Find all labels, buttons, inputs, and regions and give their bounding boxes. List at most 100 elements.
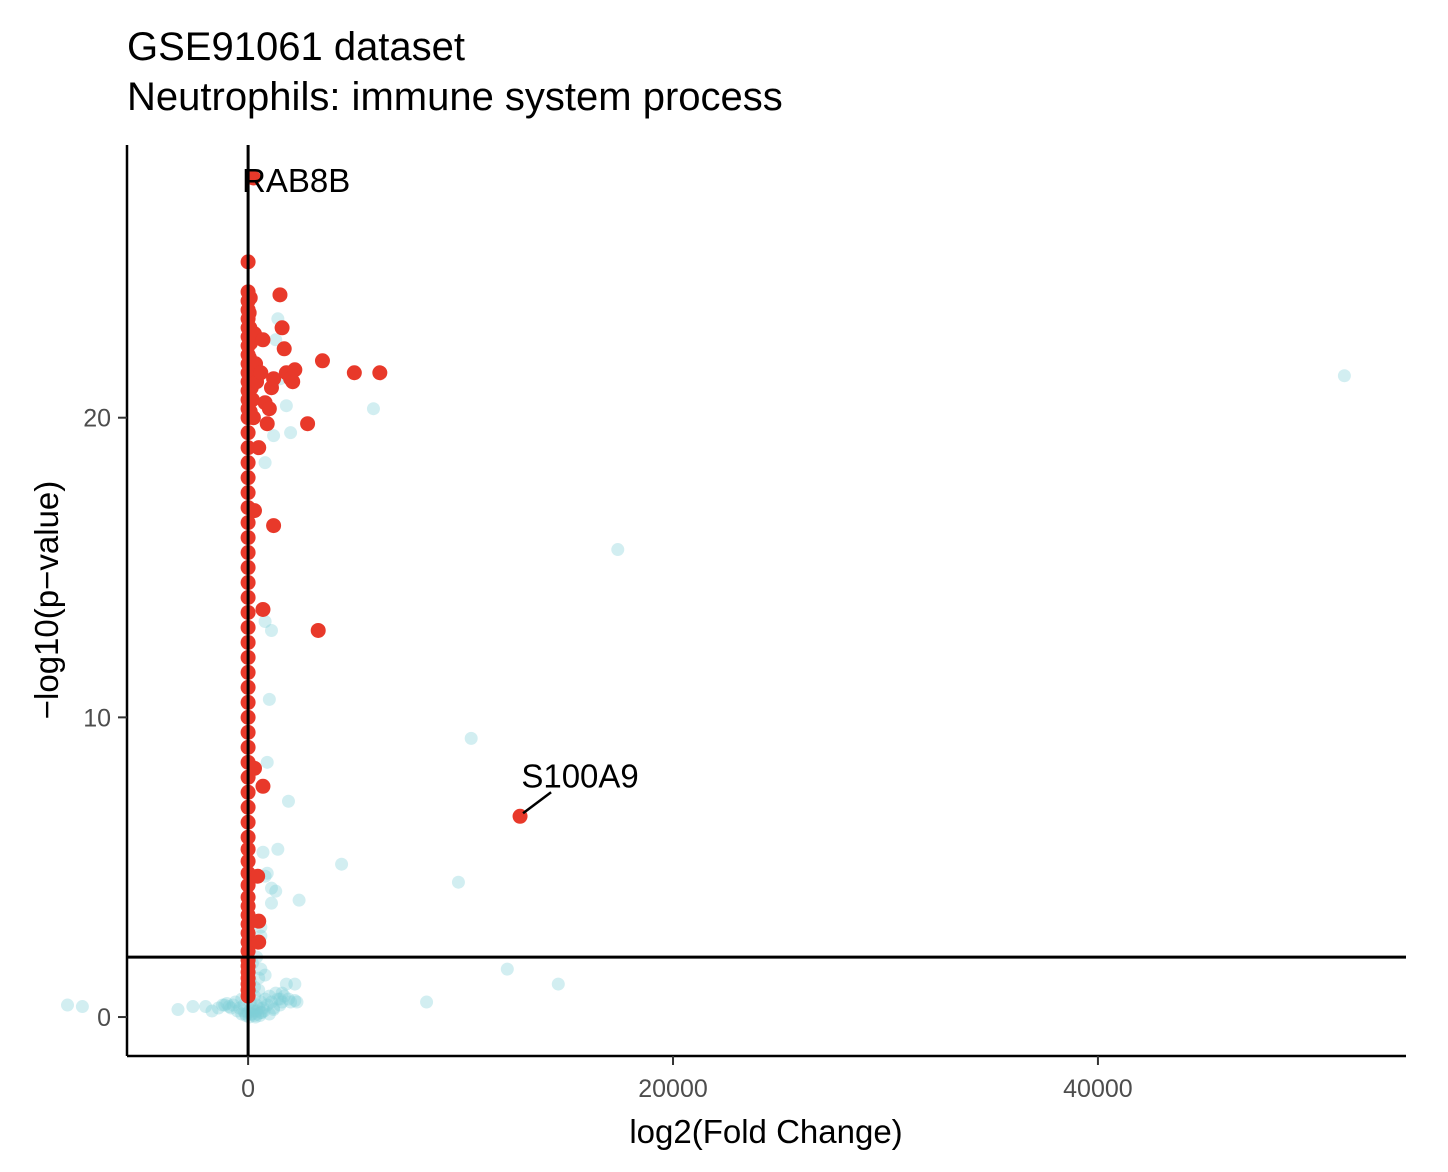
non-significant-point: [267, 1003, 281, 1017]
non-significant-point: [171, 1003, 185, 1017]
x-tick-label: 0: [241, 1075, 255, 1103]
significant-point: [245, 410, 261, 426]
significant-point: [272, 287, 288, 303]
non-significant-point: [254, 962, 268, 976]
non-significant-point: [335, 857, 349, 871]
significant-point: [300, 416, 316, 432]
non-significant-point: [262, 692, 276, 706]
non-significant-point: [284, 426, 298, 440]
gene-label-s100a9: S100A9: [521, 757, 638, 794]
non-significant-point: [264, 995, 278, 1009]
significant-point: [250, 868, 266, 884]
non-significant-point: [284, 995, 298, 1009]
x-axis-title: log2(Fold Change): [629, 1113, 902, 1150]
non-significant-point: [222, 1000, 236, 1014]
non-significant-point: [254, 1006, 268, 1020]
non-significant-point: [264, 896, 278, 910]
y-tick-label: 10: [83, 704, 111, 732]
non-significant-point: [264, 623, 278, 637]
non-significant-point: [288, 994, 302, 1008]
non-significant-point: [260, 998, 274, 1012]
non-significant-point: [252, 1001, 266, 1015]
non-significant-point: [269, 333, 283, 347]
significant-point: [251, 913, 267, 929]
significant-point: [310, 622, 326, 638]
y-tick-label: 20: [83, 405, 111, 433]
non-significant-points: [61, 312, 1351, 1024]
significant-point: [372, 365, 388, 381]
non-significant-point: [211, 1001, 225, 1015]
chart-title-block: GSE91061 dataset Neutrophils: immune sys…: [127, 22, 783, 122]
significant-point: [245, 170, 261, 186]
non-significant-point: [218, 998, 232, 1012]
non-significant-point: [230, 1004, 244, 1018]
significant-point: [255, 778, 271, 794]
non-significant-point: [205, 1004, 219, 1018]
non-significant-point: [220, 997, 234, 1011]
non-significant-point: [199, 1000, 213, 1014]
non-significant-point: [250, 998, 264, 1012]
non-significant-point: [271, 992, 285, 1006]
non-significant-point: [267, 1001, 281, 1015]
non-significant-point: [250, 1004, 264, 1018]
non-significant-point: [258, 968, 272, 982]
non-significant-point: [75, 1000, 89, 1014]
non-significant-point: [186, 1000, 200, 1014]
non-significant-point: [216, 998, 230, 1012]
non-significant-point: [281, 992, 295, 1006]
significant-point: [285, 374, 301, 390]
non-significant-point: [262, 989, 276, 1003]
non-significant-point: [269, 986, 283, 1000]
non-significant-point: [420, 995, 434, 1009]
non-significant-point: [500, 962, 514, 976]
non-significant-point: [256, 845, 270, 859]
significant-point: [276, 341, 292, 357]
non-significant-point: [255, 1006, 269, 1020]
non-significant-point: [611, 543, 625, 557]
non-significant-point: [281, 794, 295, 808]
gene-label-rab8b: RAB8B: [242, 162, 350, 199]
non-significant-point: [258, 614, 272, 628]
significant-point: [255, 601, 271, 617]
significant-point: [253, 365, 269, 381]
x-tick-label: 40000: [1063, 1075, 1133, 1103]
y-tick-label: 0: [97, 1004, 111, 1032]
non-significant-point: [252, 983, 266, 997]
non-significant-point: [292, 893, 306, 907]
non-significant-point: [258, 456, 272, 470]
non-significant-point: [262, 1007, 276, 1021]
significant-point: [251, 440, 267, 456]
x-axis-ticks: 0 20000 40000: [241, 1056, 1133, 1103]
non-significant-point: [366, 402, 380, 416]
non-significant-point: [253, 1009, 267, 1023]
non-significant-point: [279, 399, 293, 413]
non-significant-point: [464, 731, 478, 745]
gene-label-connector: [522, 791, 552, 815]
significant-point: [251, 934, 267, 950]
non-significant-point: [252, 971, 266, 985]
x-tick-label: 20000: [638, 1075, 708, 1103]
significant-point: [266, 371, 282, 387]
non-significant-point: [235, 1007, 249, 1021]
non-significant-point: [254, 995, 268, 1009]
significant-point: [261, 401, 277, 417]
non-significant-point: [224, 1001, 238, 1015]
non-significant-point: [273, 998, 287, 1012]
non-significant-point: [273, 992, 287, 1006]
chart-title: GSE91061 dataset: [127, 25, 466, 69]
non-significant-point: [290, 995, 304, 1009]
non-significant-point: [61, 998, 75, 1012]
significant-point: [266, 518, 282, 534]
non-significant-point: [275, 995, 289, 1009]
non-significant-point: [277, 989, 291, 1003]
non-significant-point: [551, 977, 565, 991]
non-significant-point: [257, 1004, 271, 1018]
non-significant-point: [233, 1001, 247, 1015]
non-significant-point: [258, 992, 272, 1006]
significant-point: [314, 353, 330, 369]
non-significant-point: [279, 977, 293, 991]
non-significant-point: [275, 986, 289, 1000]
non-significant-point: [267, 429, 281, 443]
significant-point: [255, 332, 271, 348]
